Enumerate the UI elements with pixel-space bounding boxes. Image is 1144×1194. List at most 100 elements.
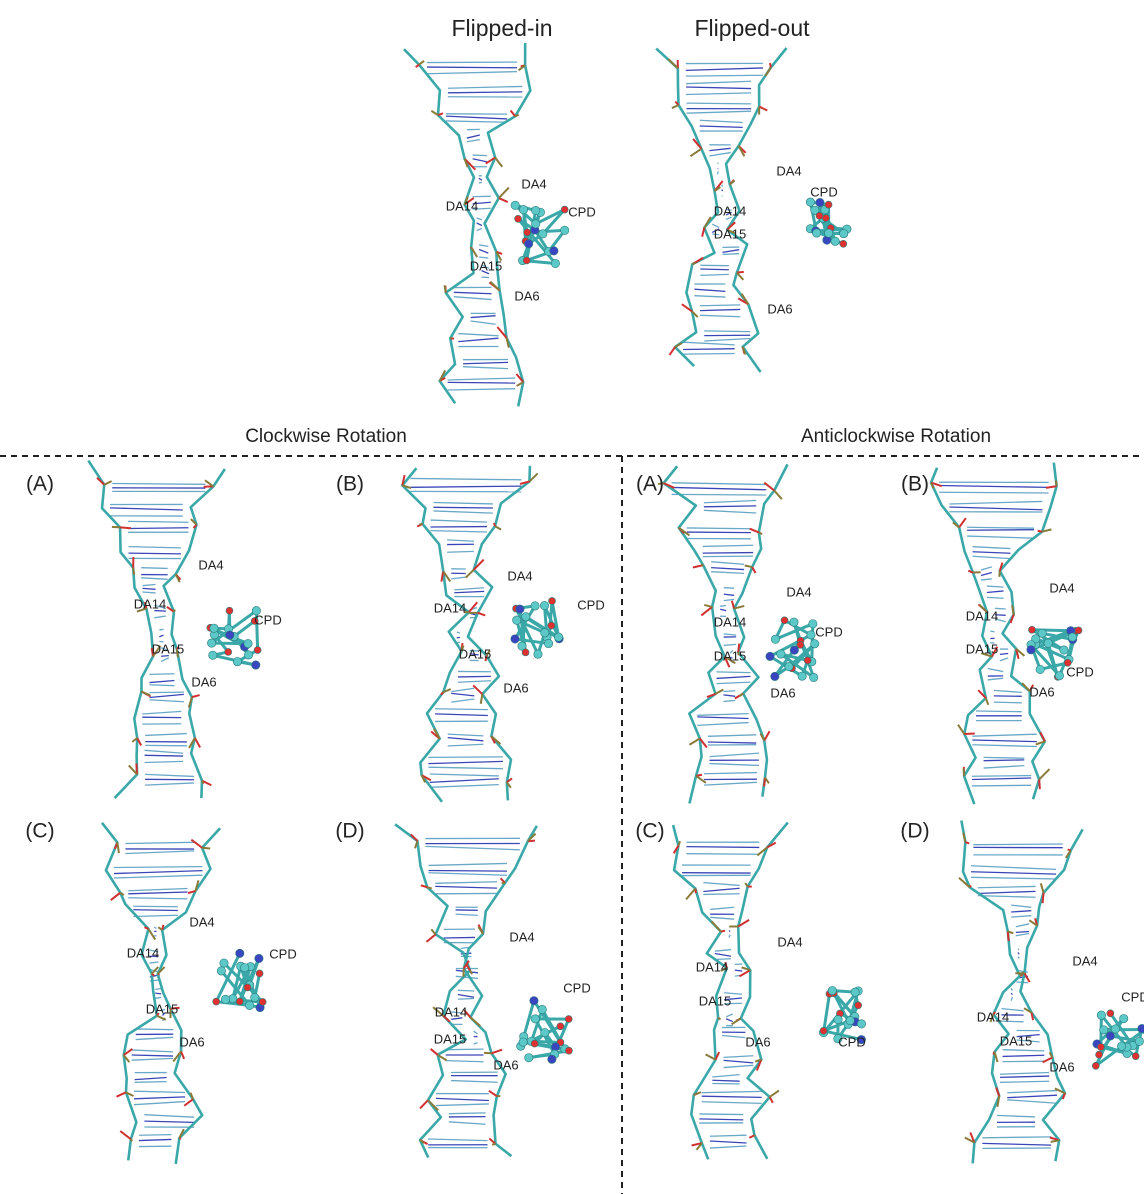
base bbox=[457, 632, 460, 633]
cpd-atom bbox=[1117, 1042, 1125, 1050]
base bbox=[694, 289, 725, 291]
base bbox=[125, 842, 194, 843]
base bbox=[110, 508, 183, 510]
residue-label: CPD bbox=[568, 204, 595, 219]
base bbox=[456, 914, 478, 915]
phosphate bbox=[515, 115, 519, 117]
base bbox=[971, 866, 1056, 870]
base bbox=[477, 223, 482, 226]
cpd-atom bbox=[244, 639, 252, 647]
base bbox=[141, 578, 168, 579]
base bbox=[1011, 916, 1031, 917]
base bbox=[155, 993, 161, 994]
base bbox=[984, 766, 1025, 768]
cpd-atom bbox=[538, 1005, 546, 1013]
base bbox=[710, 753, 759, 756]
residue-label: DA6 bbox=[493, 1057, 518, 1072]
base bbox=[712, 1080, 739, 1081]
base bbox=[446, 121, 507, 122]
base bbox=[149, 700, 183, 702]
phosphate bbox=[416, 65, 419, 68]
cpd-atom bbox=[777, 650, 785, 658]
cpd-atom bbox=[551, 259, 559, 267]
base bbox=[715, 950, 731, 952]
base bbox=[982, 1143, 1051, 1145]
cpd-atom bbox=[226, 631, 234, 639]
base bbox=[139, 1139, 172, 1140]
phosphate bbox=[702, 228, 704, 237]
cpd-atom bbox=[531, 602, 539, 610]
cpd-atom bbox=[857, 1020, 865, 1028]
phosphate bbox=[117, 843, 119, 854]
cpd-atom bbox=[804, 657, 811, 664]
base bbox=[435, 709, 488, 710]
panel-tag: (C) bbox=[25, 820, 54, 843]
base bbox=[477, 218, 482, 220]
base bbox=[474, 1043, 478, 1044]
base bbox=[700, 269, 729, 270]
residue-label: DA6 bbox=[770, 685, 795, 700]
phosphate bbox=[491, 1050, 502, 1054]
phosphate bbox=[420, 1100, 428, 1108]
base bbox=[431, 520, 487, 522]
base bbox=[723, 695, 735, 696]
base bbox=[703, 556, 753, 557]
base bbox=[694, 296, 725, 297]
panel-tag: (B) bbox=[901, 473, 929, 496]
base bbox=[710, 1135, 747, 1136]
base bbox=[125, 851, 194, 854]
base bbox=[143, 584, 156, 585]
residue-label: CPD bbox=[815, 624, 842, 639]
base bbox=[471, 316, 496, 318]
base bbox=[144, 1115, 194, 1117]
molecule bbox=[88, 461, 261, 799]
phosphate bbox=[752, 567, 755, 573]
residue-label: DA6 bbox=[1029, 684, 1054, 699]
base bbox=[988, 668, 1003, 671]
cpd-atom bbox=[840, 229, 848, 237]
base bbox=[704, 331, 750, 332]
base bbox=[700, 274, 729, 275]
base bbox=[428, 761, 503, 763]
base bbox=[726, 1014, 733, 1017]
base bbox=[155, 997, 161, 998]
cpd-atom bbox=[241, 963, 249, 971]
cpd-atom bbox=[807, 631, 815, 639]
phosphate bbox=[445, 285, 446, 292]
phosphate bbox=[739, 693, 743, 696]
backbone bbox=[158, 828, 220, 1164]
phosphate bbox=[958, 725, 964, 734]
base bbox=[463, 362, 508, 363]
cpd-atom bbox=[226, 607, 233, 614]
molecule bbox=[404, 43, 569, 406]
residue-label: DA6 bbox=[179, 1034, 204, 1049]
panel-tag: (C) bbox=[635, 820, 664, 843]
phosphate bbox=[732, 601, 734, 609]
cpd-bond bbox=[1032, 630, 1071, 631]
phosphate bbox=[470, 970, 472, 974]
phosphate bbox=[959, 518, 966, 527]
phosphate bbox=[133, 568, 134, 575]
phosphate bbox=[759, 107, 767, 111]
base bbox=[700, 305, 740, 306]
base bbox=[686, 81, 751, 83]
cpd-atom bbox=[233, 657, 241, 665]
base bbox=[699, 1114, 743, 1115]
base bbox=[1003, 1050, 1045, 1051]
cpd-atom bbox=[256, 970, 263, 977]
cpd-atom bbox=[511, 201, 519, 209]
phosphate bbox=[158, 927, 162, 930]
base bbox=[703, 894, 739, 895]
cpd-atom bbox=[540, 601, 548, 609]
phosphate bbox=[499, 188, 509, 198]
molecule bbox=[656, 48, 851, 372]
residue-label: CPD bbox=[838, 1034, 865, 1049]
base bbox=[972, 740, 1037, 742]
cpd-atom bbox=[797, 641, 804, 648]
base bbox=[726, 1019, 733, 1022]
base bbox=[149, 674, 174, 675]
phosphate bbox=[1038, 531, 1042, 532]
phosphate bbox=[770, 1091, 779, 1097]
phosphate bbox=[686, 889, 695, 900]
base bbox=[973, 556, 1011, 558]
